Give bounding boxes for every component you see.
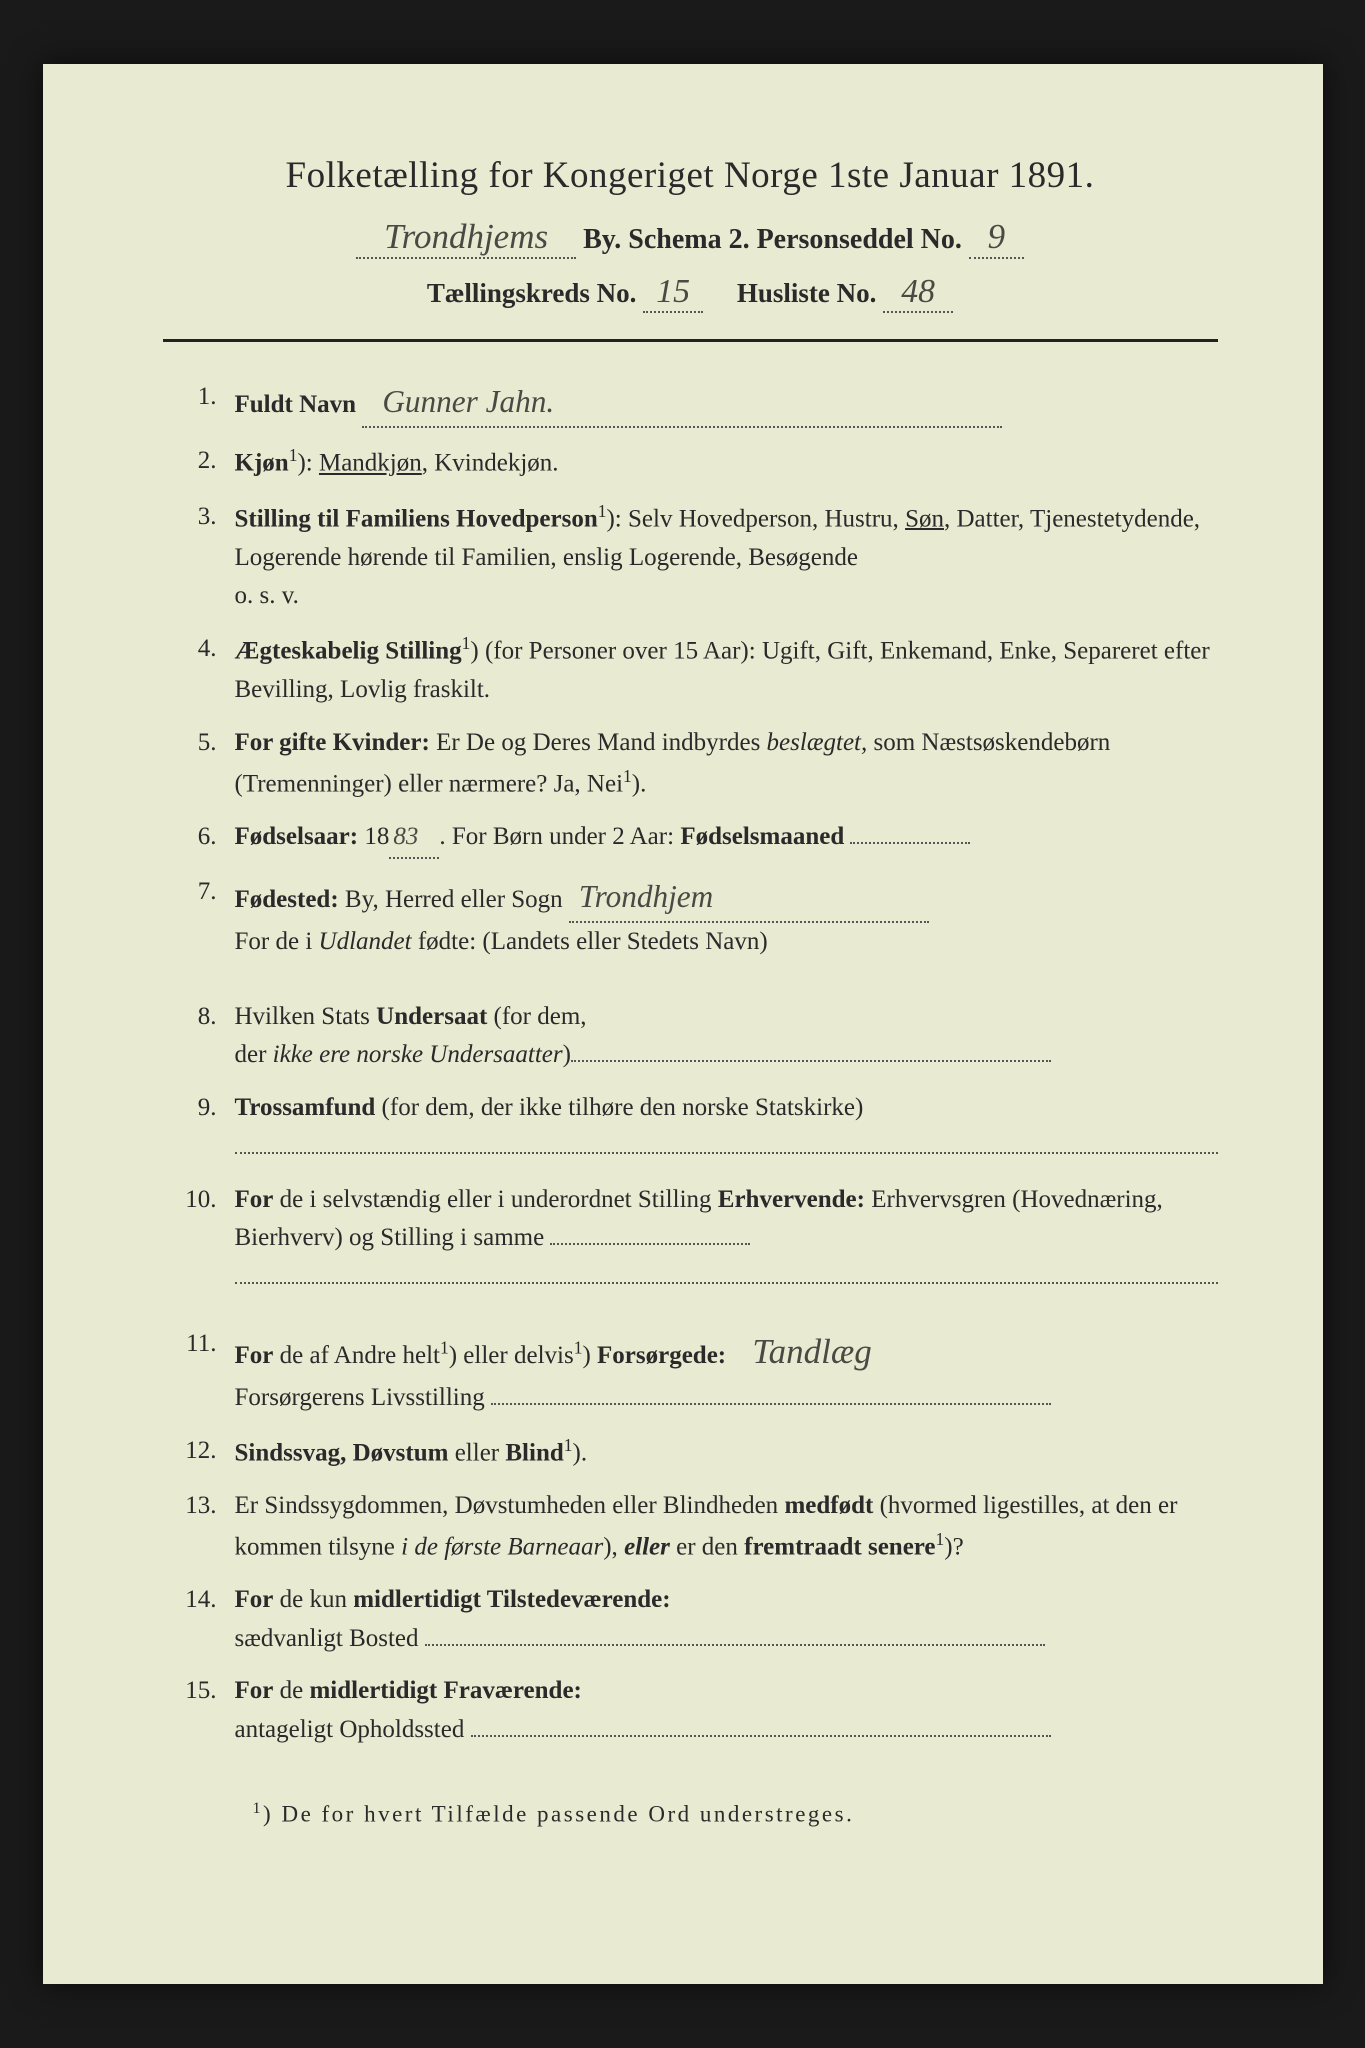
item-number: 6. — [173, 818, 235, 859]
citizenship-blank — [571, 1060, 1051, 1062]
form-header: Folketælling for Kongeriget Norge 1ste J… — [163, 154, 1218, 313]
item-body: Fuldt Navn Gunner Jahn. — [235, 378, 1218, 428]
field-label: For — [235, 1677, 274, 1704]
item-body: Ægteskabelig Stilling1) (for Personer ov… — [235, 630, 1218, 710]
religion-blank — [235, 1152, 1218, 1154]
usual-residence-blank — [425, 1644, 1045, 1646]
item-body: Trossamfund (for dem, der ikke tilhøre d… — [235, 1089, 1218, 1167]
footnote-ref: 1 — [623, 766, 632, 786]
field-label: Fødested: — [235, 886, 339, 913]
field-label: Ægteskabelig Stilling — [235, 637, 462, 664]
census-form-page: Folketælling for Kongeriget Norge 1ste J… — [43, 64, 1323, 1984]
schema-label: By. Schema 2. Personseddel No. — [583, 224, 962, 255]
field-label: For — [235, 1342, 274, 1369]
item-8: 8. Hvilken Stats Undersaat (for dem, der… — [173, 998, 1218, 1076]
birthyear-handwritten: 83 — [389, 818, 439, 859]
field-label: For — [235, 1586, 274, 1613]
item-5: 5. For gifte Kvinder: Er De og Deres Man… — [173, 724, 1218, 804]
item-number: 5. — [173, 724, 235, 804]
item-7: 7. Fødested: By, Herred eller Sogn Trond… — [173, 873, 1218, 962]
birthplace-handwritten: Trondhjem — [569, 873, 929, 923]
header-divider — [163, 339, 1218, 342]
item-number: 7. — [173, 873, 235, 962]
item-body: Er Sindssygdommen, Døvstumheden eller Bl… — [235, 1487, 1218, 1567]
etc-text: o. s. v. — [235, 582, 299, 609]
kreds-label: Tællingskreds No. — [427, 278, 637, 308]
field-label: Trossamfund — [235, 1094, 376, 1121]
item-body: For de kun midlertidigt Tilstedeværende:… — [235, 1581, 1218, 1659]
item-number: 14. — [173, 1581, 235, 1659]
item-number: 1. — [173, 378, 235, 428]
item-15: 15. For de midlertidigt Fraværende: anta… — [173, 1672, 1218, 1750]
city-handwritten: Trondhjems — [356, 217, 576, 259]
husliste-label: Husliste No. — [737, 278, 877, 308]
item-9: 9. Trossamfund (for dem, der ikke tilhør… — [173, 1089, 1218, 1167]
item-body: For de af Andre helt1) eller delvis1) Fo… — [235, 1325, 1218, 1418]
item-14: 14. For de kun midlertidigt Tilstedevære… — [173, 1581, 1218, 1659]
footnote-text: ) De for hvert Tilfælde passende Ord und… — [263, 1802, 854, 1827]
provider-occupation-blank — [491, 1403, 1051, 1405]
item-number: 10. — [173, 1181, 235, 1297]
birthmonth-blank — [850, 842, 970, 844]
field-label: Stilling til Familiens Hovedperson — [235, 505, 598, 532]
item-4: 4. Ægteskabelig Stilling1) (for Personer… — [173, 630, 1218, 710]
item-10: 10. For de i selvstændig eller i underor… — [173, 1181, 1218, 1297]
item-number: 3. — [173, 498, 235, 617]
form-items: 1. Fuldt Navn Gunner Jahn. 2. Kjøn1): Ma… — [163, 378, 1218, 1750]
item-body: Sindssvag, Døvstum eller Blind1). — [235, 1432, 1218, 1473]
item-body: For gifte Kvinder: Er De og Deres Mand i… — [235, 724, 1218, 804]
item-number: 4. — [173, 630, 235, 710]
item-body: For de i selvstændig eller i underordnet… — [235, 1181, 1218, 1297]
item-body: Kjøn1): Mandkjøn, Kvindekjøn. — [235, 442, 1218, 483]
footnote-ref: 1 — [598, 501, 607, 521]
field-label: Sindssvag, Døvstum — [235, 1439, 449, 1466]
item-body: Fødselsaar: 1883. For Børn under 2 Aar: … — [235, 818, 1218, 859]
probable-residence-blank — [471, 1735, 1051, 1737]
provider-handwritten: Tandlæg — [752, 1332, 871, 1371]
footnote-ref: 1 — [564, 1435, 573, 1455]
husliste-no-handwritten: 48 — [883, 273, 953, 313]
sex-underlined: Mandkjøn — [319, 450, 422, 477]
name-handwritten: Gunner Jahn. — [362, 378, 1002, 428]
footnote-marker: 1 — [253, 1800, 264, 1817]
item-number: 15. — [173, 1672, 235, 1750]
item-number: 2. — [173, 442, 235, 483]
item-12: 12. Sindssvag, Døvstum eller Blind1). — [173, 1432, 1218, 1473]
item-13: 13. Er Sindssygdommen, Døvstumheden elle… — [173, 1487, 1218, 1567]
item-number: 9. — [173, 1089, 235, 1167]
field-label: Fødselsaar: — [235, 823, 359, 850]
item-3: 3. Stilling til Familiens Hovedperson1):… — [173, 498, 1218, 617]
item-number: 11. — [173, 1325, 235, 1418]
personseddel-no-handwritten: 9 — [969, 217, 1024, 259]
item-number: 13. — [173, 1487, 235, 1567]
item-number: 12. — [173, 1432, 235, 1473]
item-body: Fødested: By, Herred eller Sogn Trondhje… — [235, 873, 1218, 962]
field-label: Fuldt Navn — [235, 391, 357, 418]
relation-underlined: Søn — [905, 505, 944, 532]
item-1: 1. Fuldt Navn Gunner Jahn. — [173, 378, 1218, 428]
item-11: 11. For de af Andre helt1) eller delvis1… — [173, 1325, 1218, 1418]
item-body: Stilling til Familiens Hovedperson1): Se… — [235, 498, 1218, 617]
kreds-husliste-line: Tællingskreds No. 15 Husliste No. 48 — [163, 273, 1218, 313]
kreds-no-handwritten: 15 — [643, 273, 703, 313]
form-title: Folketælling for Kongeriget Norge 1ste J… — [163, 154, 1218, 197]
field-label: For gifte Kvinder: — [235, 729, 430, 756]
item-number: 8. — [173, 998, 235, 1076]
field-label: Kjøn — [235, 450, 289, 477]
item-body: Hvilken Stats Undersaat (for dem, der ik… — [235, 998, 1218, 1076]
city-schema-line: Trondhjems By. Schema 2. Personseddel No… — [163, 217, 1218, 259]
item-2: 2. Kjøn1): Mandkjøn, Kvindekjøn. — [173, 442, 1218, 483]
item-6: 6. Fødselsaar: 1883. For Børn under 2 Aa… — [173, 818, 1218, 859]
footnote: 1) De for hvert Tilfælde passende Ord un… — [163, 1800, 1218, 1828]
occupation-blank — [235, 1282, 1218, 1284]
item-body: For de midlertidigt Fraværende: antageli… — [235, 1672, 1218, 1750]
footnote-ref: 1 — [936, 1529, 945, 1549]
footnote-ref: 1 — [440, 1338, 449, 1358]
field-label: For — [235, 1186, 274, 1213]
